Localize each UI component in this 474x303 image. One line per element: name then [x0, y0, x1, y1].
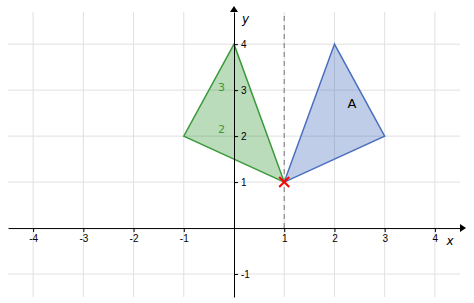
y-axis-line	[234, 13, 235, 298]
x-tick-mark	[184, 228, 185, 232]
x-tick-label: 1	[282, 233, 288, 244]
chart: -4-3-2-11234-11234xyA23	[0, 0, 474, 303]
x-tick: 4	[433, 228, 439, 244]
x-tick: 1	[282, 228, 288, 244]
x-tick-mark	[334, 228, 335, 232]
x-tick: -2	[130, 228, 139, 244]
y-tick-mark	[234, 274, 238, 275]
y-tick-label: -1	[241, 269, 250, 280]
y-tick: 4	[234, 39, 247, 50]
y-tick: 1	[234, 177, 247, 188]
y-tick-label: 1	[241, 177, 247, 188]
y-tick-mark	[234, 90, 238, 91]
y-tick-label: 2	[241, 131, 247, 142]
x-grid-line	[384, 12, 385, 297]
y-tick-mark	[234, 44, 238, 45]
y-tick: 3	[234, 85, 247, 96]
grid	[8, 12, 460, 297]
y-axis: -1 1 2 3 4	[234, 13, 250, 298]
y-tick: -1	[234, 269, 250, 280]
x-tick-mark	[435, 228, 436, 232]
x-tick-label: -4	[29, 233, 38, 244]
x-grid-line	[284, 12, 285, 297]
y-axis-label: y	[241, 12, 250, 26]
y-tick-mark	[234, 136, 238, 137]
x-tick: -1	[180, 228, 189, 244]
x-tick: -4	[29, 228, 38, 244]
line	[284, 12, 285, 228]
x-tick-label: 3	[382, 233, 388, 244]
triangle	[284, 44, 384, 182]
y-axis-arrow	[230, 6, 238, 12]
x-grid-line	[33, 12, 34, 297]
x-grid-line	[434, 12, 435, 297]
plot: -4-3-2-11234-11234xyA23	[8, 6, 466, 298]
x-tick-label: 4	[433, 233, 439, 244]
x-tick-label: -3	[79, 233, 88, 244]
x-axis-label: x	[445, 234, 454, 248]
x-tick-mark	[385, 228, 386, 232]
y-tick: 2	[234, 131, 247, 142]
x-tick: 2	[332, 228, 338, 244]
x-axis-arrow	[460, 224, 466, 232]
annotation: 3	[218, 81, 225, 94]
point	[279, 177, 289, 187]
x-tick: 3	[382, 228, 388, 244]
annotation: 2	[218, 123, 225, 136]
x-tick: -3	[79, 228, 88, 244]
x-grid-line	[133, 12, 134, 297]
y-tick-label: 3	[241, 85, 247, 96]
x-tick-mark	[33, 228, 34, 232]
x-tick-label: -2	[130, 233, 139, 244]
y-tick-mark	[234, 182, 238, 183]
y-tick-label: 4	[241, 39, 247, 50]
annotation: A	[348, 96, 357, 111]
x-grid-line	[83, 12, 84, 297]
marks	[184, 12, 385, 228]
x-tick-label: -1	[180, 233, 189, 244]
x-tick-mark	[134, 228, 135, 232]
x-grid-line	[183, 12, 184, 297]
x-tick-mark	[284, 228, 285, 232]
x-tick-mark	[83, 228, 84, 232]
x-tick-label: 2	[332, 233, 338, 244]
